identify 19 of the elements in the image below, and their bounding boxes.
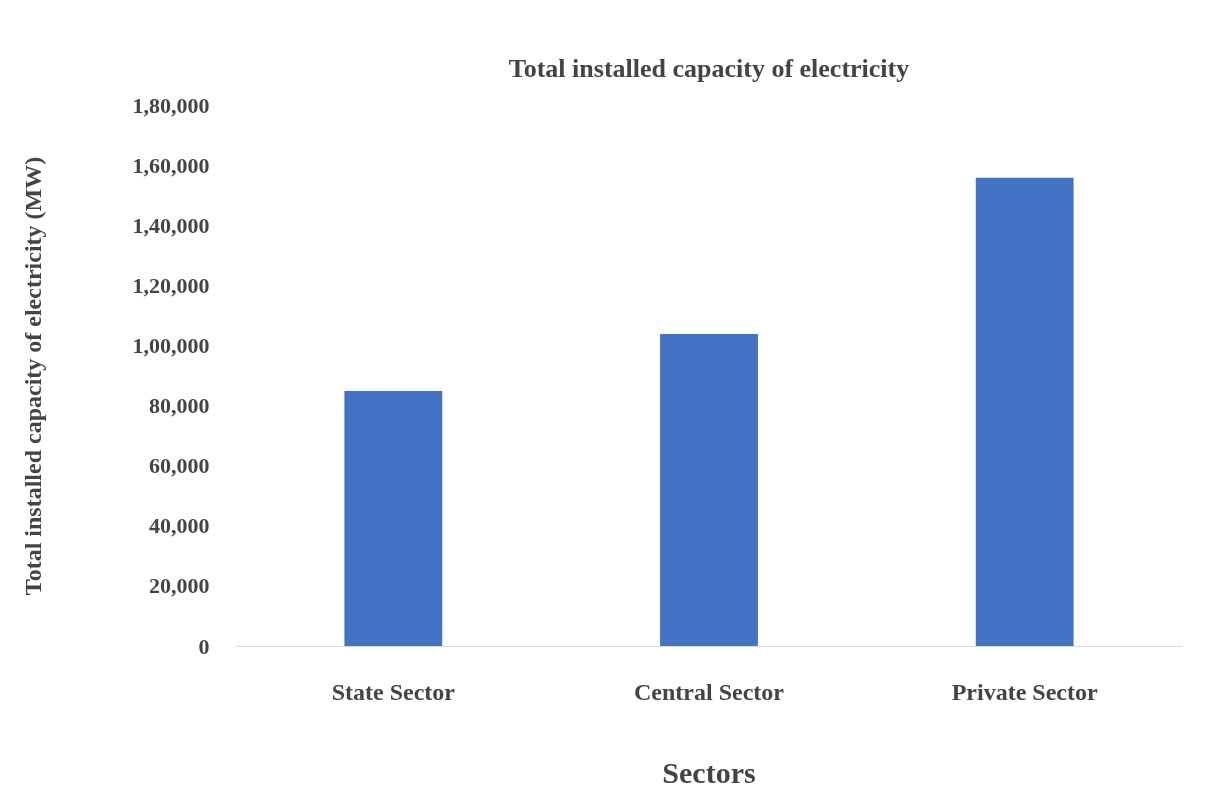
chart-title: Total installed capacity of electricity xyxy=(508,54,910,83)
y-tick-label: 1,60,000 xyxy=(132,152,210,178)
y-tick-label: 1,00,000 xyxy=(132,332,210,358)
y-tick-label: 1,40,000 xyxy=(132,212,210,238)
y-tick-label: 1,20,000 xyxy=(132,272,210,298)
y-tick-label: 80,000 xyxy=(149,393,210,419)
y-tick-label: 60,000 xyxy=(149,453,210,479)
bar xyxy=(975,177,1074,647)
x-tick-label: Central Sector xyxy=(634,678,785,705)
y-tick-label: 1,80,000 xyxy=(132,92,210,118)
y-tick-label: 20,000 xyxy=(149,573,210,599)
x-tick-label: Private Sector xyxy=(951,678,1098,705)
bar xyxy=(660,333,758,647)
bar xyxy=(344,391,443,647)
x-tick-label: State Sector xyxy=(331,678,456,705)
y-tick-label: 40,000 xyxy=(149,513,210,539)
y-axis-title: Total installed capacity of electricity (MW) xyxy=(19,156,46,596)
y-tick-label: 0 xyxy=(198,633,210,659)
x-axis-title: Sectors xyxy=(662,755,756,789)
